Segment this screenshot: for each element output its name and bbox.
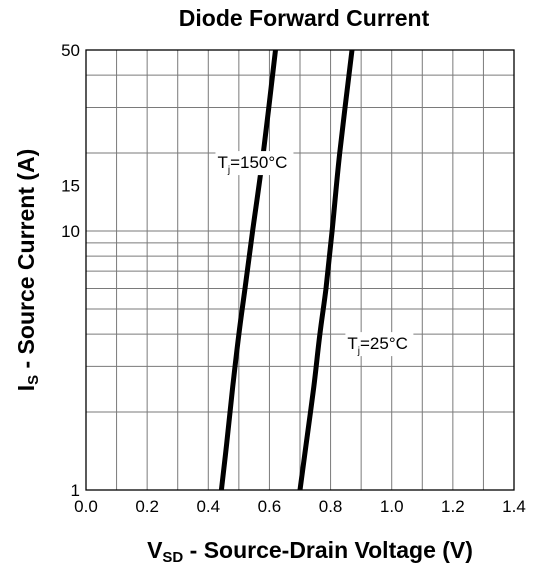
y-tick-label: 15 [61,176,80,195]
series-curves [218,49,355,491]
x-tick-label: 0.2 [135,497,159,516]
annotation-bg [345,332,414,357]
annotation-label-1: Tj=25°C [347,334,408,357]
x-tick-label: 0.0 [74,497,98,516]
series-annotations: Tj=150°C Tj=25°C [215,151,414,357]
y-axis-label: IS - Source Current (A) [13,149,42,392]
y-tick-label: 50 [61,41,80,60]
y-tick-label: 10 [61,222,80,241]
x-tick-label: 1.0 [380,497,404,516]
series-line-1 [297,49,355,491]
x-tick-label: 0.4 [196,497,220,516]
x-tick-label: 0.6 [258,497,282,516]
y-tick-labels: 1 10 15 50 [61,41,80,500]
x-tick-label: 0.8 [319,497,343,516]
annotation-label-0: Tj=150°C [217,153,287,176]
annotation-bg [215,151,294,176]
series-line-0 [218,49,278,491]
x-tick-label: 1.4 [502,497,526,516]
grid-horizontal [86,74,514,413]
grid-vertical [116,50,484,490]
y-tick-label: 1 [71,481,80,500]
x-axis-label: VSD - Source-Drain Voltage (V) [147,537,473,564]
chart-title: Diode Forward Current [179,5,430,31]
x-tick-label: 1.2 [441,497,465,516]
x-tick-labels: 0.0 0.2 0.4 0.6 0.8 1.0 1.2 1.4 [74,497,526,516]
